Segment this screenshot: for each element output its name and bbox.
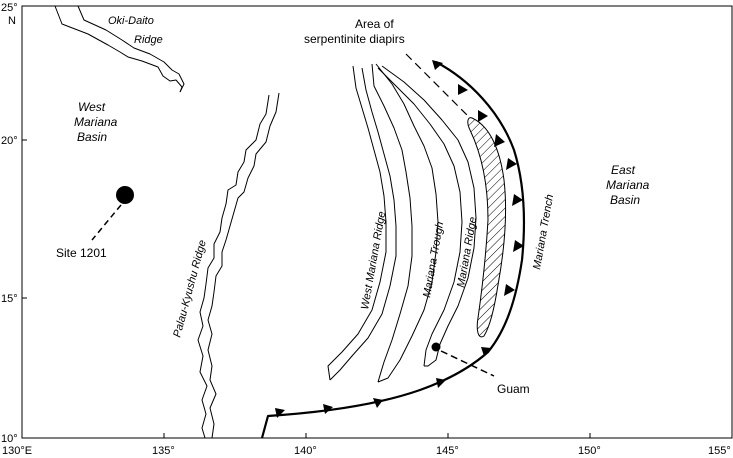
site-1201-leader — [91, 204, 122, 241]
y-tick-label: 15° — [1, 293, 18, 305]
oki-daito-ridge-outline — [54, 5, 185, 93]
x-tick-label: 155° — [708, 445, 731, 457]
subduction-teeth — [275, 60, 524, 418]
map-frame — [21, 5, 733, 439]
x-tick-label: 150° — [578, 445, 601, 457]
palau-kyushu-ridge-label: Palau-Kyushu Ridge — [171, 239, 209, 339]
oki-daito-ridge-label: Ridge — [134, 34, 163, 46]
serpentinite-leader — [405, 53, 471, 119]
palau-kyushu-ridge-outline — [197, 92, 280, 439]
y-tick-label: 10° — [1, 433, 18, 445]
x-tick-label: 135° — [152, 445, 175, 457]
x-tick-label: 130°E — [2, 445, 32, 457]
site-1201-label: Site 1201 — [56, 246, 107, 260]
x-tick-label: 140° — [294, 445, 317, 457]
x-axis: 130°E 135° 140° 145° 150° 155° — [2, 433, 733, 457]
serpentinite-diapir-area — [467, 117, 507, 338]
mariana-trough-label: Mariana Trough — [421, 221, 446, 299]
mariana-trench-line — [260, 61, 525, 439]
guam-marker — [431, 342, 441, 352]
serpentinite-label: Area of — [355, 17, 394, 31]
x-tick-label: 145° — [436, 445, 459, 457]
mariana-trough-outline — [371, 63, 439, 383]
north-label: N — [8, 15, 16, 27]
east-mariana-basin-label: East — [611, 163, 636, 177]
oki-daito-ridge-label: Oki-Daito — [108, 15, 154, 27]
mariana-ridge-label: Mariana Ridge — [455, 216, 479, 289]
west-mariana-basin-label: Basin — [77, 130, 107, 144]
mariana-ridge-outline — [377, 65, 477, 367]
east-mariana-basin-label: Mariana — [606, 178, 650, 192]
guam-leader — [440, 350, 495, 377]
site-1201-marker — [116, 186, 134, 204]
y-tick-label: 25° — [1, 2, 18, 14]
y-tick-label: 20° — [1, 135, 18, 147]
west-mariana-ridge-outline — [327, 65, 397, 381]
y-axis: 25° N 20° 15° 10° — [1, 2, 27, 445]
serpentinite-label: serpentinite diapirs — [304, 32, 405, 46]
mariana-trench-label: Mariana Trench — [531, 193, 556, 270]
guam-label: Guam — [497, 382, 530, 396]
west-mariana-basin-label: West — [78, 100, 106, 114]
west-mariana-basin-label: Mariana — [74, 115, 118, 129]
east-mariana-basin-label: Basin — [610, 193, 640, 207]
